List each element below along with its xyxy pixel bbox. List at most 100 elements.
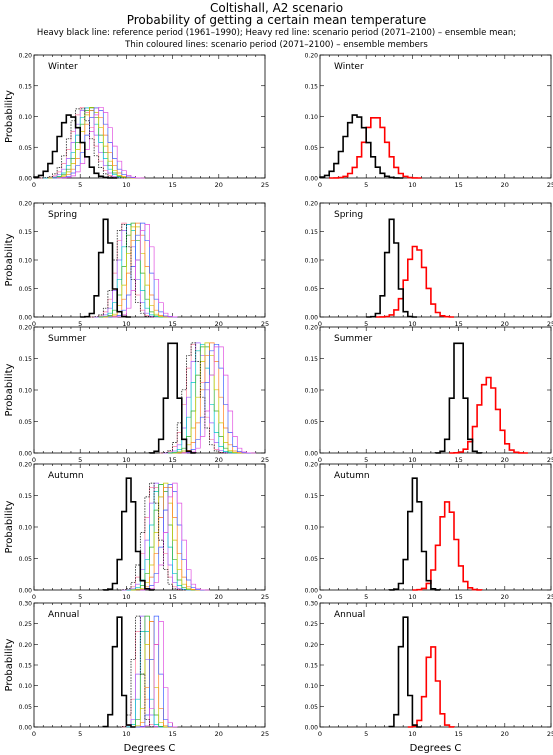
y-tick-label: 0.10: [19, 683, 33, 690]
y-axis-title: Probability: [4, 363, 15, 416]
x-axis-title: Degrees C: [124, 743, 176, 754]
x-tick-label: 5: [364, 181, 368, 189]
series-ensemble-member-5: [47, 106, 136, 179]
x-tick-label: 15: [168, 320, 176, 328]
x-tick-label: 5: [78, 456, 82, 464]
y-tick-label: 0.15: [305, 229, 319, 236]
series-ensemble-member-9: [89, 224, 155, 318]
y-axis-title: Probability: [4, 500, 15, 553]
y-tick-label: 0.20: [305, 642, 319, 649]
y-tick-label: 0.10: [305, 258, 319, 265]
y-axis-title: Probability: [4, 638, 15, 691]
y-tick-label: 0.20: [305, 462, 319, 469]
y-tick-label: 0.00: [19, 588, 33, 595]
y-tick-label: 0.00: [305, 588, 319, 595]
season-label: Winter: [334, 62, 364, 72]
x-tick-label: 15: [168, 456, 176, 464]
plot-frame-spring-mean: [319, 202, 552, 318]
x-tick-label: 20: [215, 320, 223, 328]
series-reference-period: [434, 342, 483, 454]
series-reference-period: [319, 114, 404, 179]
x-tick-label: 25: [261, 456, 269, 464]
x-tick-label: 0: [32, 593, 36, 601]
x-tick-label: 15: [454, 730, 462, 738]
series-ensemble-member-5: [131, 482, 201, 591]
x-tick-label: 10: [122, 181, 130, 189]
y-tick-label: 0.05: [305, 704, 319, 711]
y-tick-label: 0.10: [305, 683, 319, 690]
y-tick-label: 0.10: [305, 525, 319, 532]
y-tick-label: 0.05: [19, 286, 33, 293]
y-axis-title: Probability: [4, 90, 15, 143]
y-tick-label: 0.10: [19, 388, 33, 395]
y-tick-label: 0.00: [305, 725, 319, 732]
x-tick-label: 15: [168, 730, 176, 738]
x-tick-label: 25: [547, 320, 553, 328]
x-tick-label: 5: [364, 730, 368, 738]
x-tick-label: 10: [122, 593, 130, 601]
x-tick-label: 5: [78, 730, 82, 738]
y-tick-label: 0.00: [305, 176, 319, 183]
series-ensemble-member-2: [121, 482, 192, 591]
y-tick-label: 0.25: [19, 621, 33, 628]
x-tick-label: 0: [32, 730, 36, 738]
x-tick-label: 15: [168, 593, 176, 601]
y-tick-label: 0.20: [19, 642, 33, 649]
x-tick-label: 20: [501, 320, 509, 328]
season-label: Autumn: [334, 471, 370, 481]
y-tick-label: 0.05: [19, 704, 33, 711]
series-ensemble-member-8: [140, 621, 178, 728]
plot-frame-summer-members: [33, 326, 266, 454]
series-scenario-ensemble-mean: [449, 376, 528, 454]
plot-frame-winter-mean: [319, 54, 552, 179]
series-scenario-ensemble-mean: [412, 501, 483, 591]
x-tick-label: 10: [408, 181, 416, 189]
series-ensemble-member-8: [57, 106, 145, 179]
y-tick-label: 0.10: [19, 114, 33, 121]
x-tick-label: 20: [215, 456, 223, 464]
series-reference-period: [33, 114, 118, 179]
series-reference-period: [366, 218, 417, 318]
x-tick-label: 25: [547, 181, 553, 189]
season-label: Winter: [48, 62, 78, 72]
y-tick-label: 0.00: [19, 725, 33, 732]
y-tick-label: 0.30: [305, 601, 319, 608]
plot-frame-summer-mean: [319, 326, 552, 454]
x-tick-label: 25: [547, 456, 553, 464]
x-tick-label: 20: [215, 593, 223, 601]
series-reference-period: [102, 477, 155, 591]
y-tick-label: 0.20: [305, 325, 319, 332]
x-tick-label: 0: [318, 320, 322, 328]
y-tick-label: 0.15: [305, 493, 319, 500]
y-tick-label: 0.10: [19, 525, 33, 532]
season-label: Annual: [334, 610, 365, 620]
y-tick-label: 0.25: [305, 621, 319, 628]
y-axis-title: Probability: [4, 233, 15, 286]
series-ensemble-member-5: [172, 342, 243, 454]
y-tick-label: 0.05: [305, 286, 319, 293]
x-tick-label: 25: [547, 730, 553, 738]
plot-frame-winter-members: [33, 54, 266, 179]
season-label: Spring: [48, 210, 77, 220]
x-tick-label: 25: [547, 593, 553, 601]
x-tick-label: 5: [364, 456, 368, 464]
y-tick-label: 0.05: [305, 419, 319, 426]
y-tick-label: 0.00: [19, 451, 33, 458]
series-reference-period: [388, 477, 441, 591]
x-tick-label: 20: [501, 593, 509, 601]
y-tick-label: 0.05: [19, 556, 33, 563]
x-tick-label: 15: [454, 320, 462, 328]
series-ensemble-member-8: [181, 346, 256, 454]
season-label: Autumn: [48, 471, 84, 481]
legend-description-line2: Thin coloured lines: scenario period (20…: [125, 40, 428, 50]
x-tick-label: 10: [408, 456, 416, 464]
y-tick-label: 0.15: [305, 83, 319, 90]
series-scenario-ensemble-mean: [375, 245, 454, 318]
series-ensemble-member-6: [103, 222, 173, 318]
x-tick-label: 5: [78, 181, 82, 189]
y-tick-label: 0.20: [305, 53, 319, 60]
y-tick-label: 0.05: [19, 419, 33, 426]
y-tick-label: 0.10: [305, 388, 319, 395]
y-tick-label: 0.10: [305, 114, 319, 121]
